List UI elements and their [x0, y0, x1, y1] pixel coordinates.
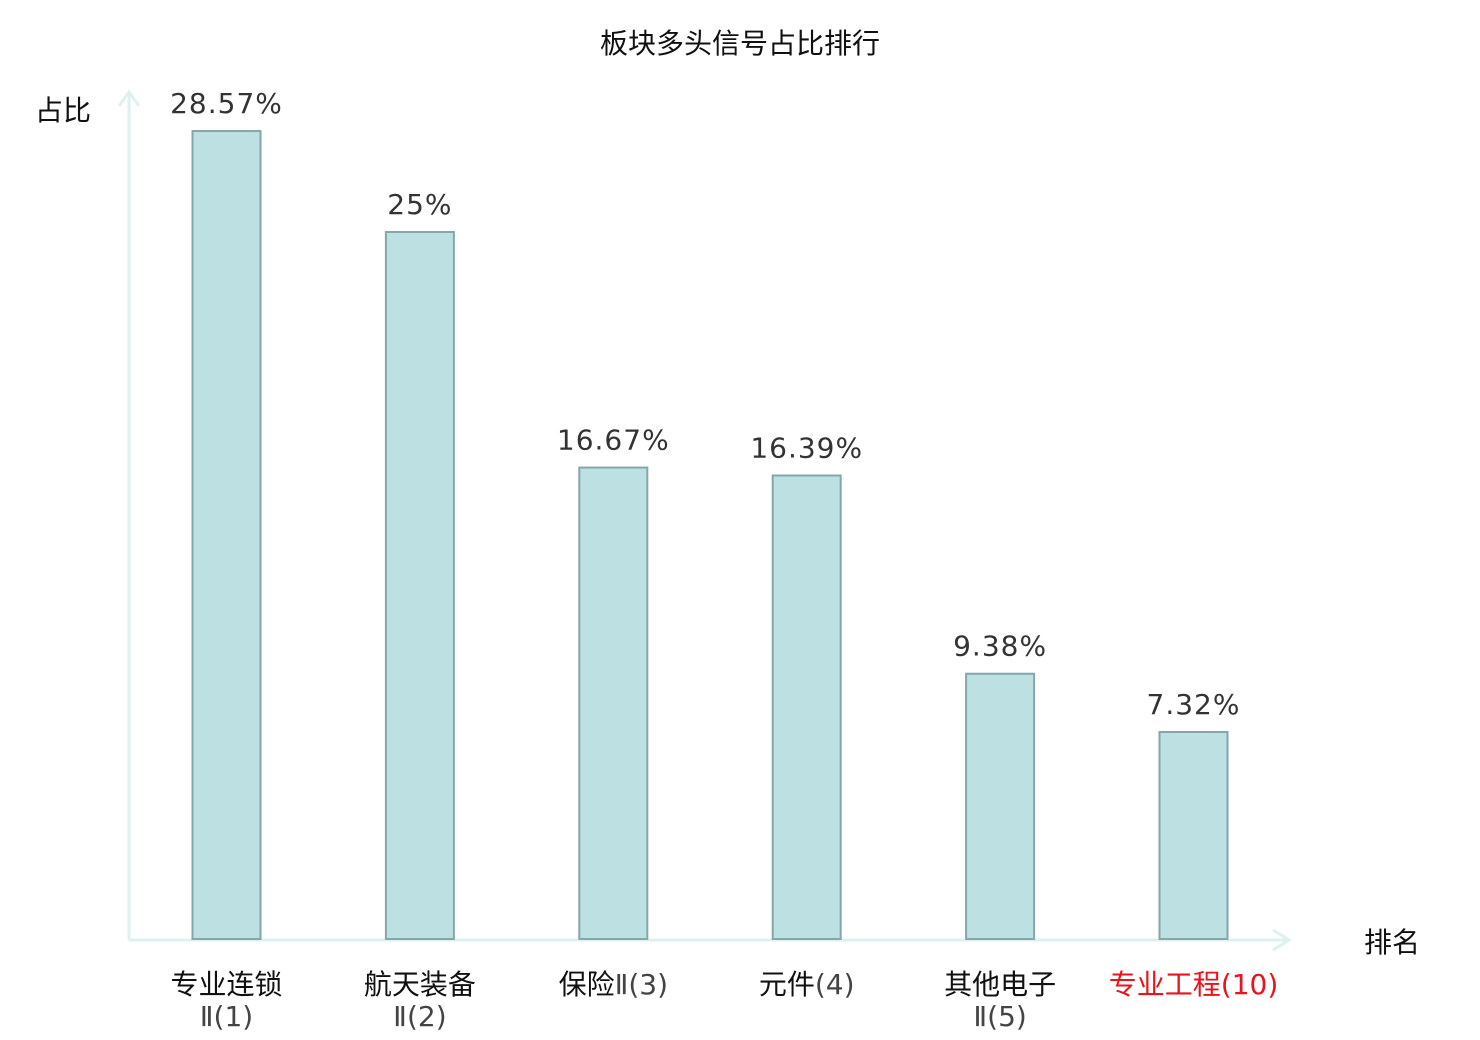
- bar-3: [578, 466, 649, 940]
- category-suffix: Ⅱ(2): [393, 1000, 446, 1033]
- value-label-5: 9.38%: [953, 630, 1047, 663]
- value-label-4: 16.39%: [750, 431, 863, 464]
- y-axis-arrow: [117, 89, 141, 107]
- chart-title: 板块多头信号占比排行: [600, 27, 880, 60]
- category-suffix: (4): [815, 968, 855, 1001]
- bar-1: [191, 130, 262, 940]
- category-name: 专业工程: [1109, 968, 1221, 1001]
- bar-4: [771, 474, 842, 940]
- y-axis-label: 占比: [35, 94, 91, 127]
- bar-5: [965, 672, 1036, 940]
- x-axis-arrow: [1272, 928, 1292, 952]
- bars-layer: [191, 130, 1229, 941]
- category-name: 元件: [759, 968, 815, 1001]
- value-labels-layer: 28.57% 25% 16.67% 16.39% 9.38% 7.32%: [170, 87, 1241, 721]
- category-label-1: 专业连锁 Ⅱ(1): [170, 968, 282, 1033]
- value-label-2: 25%: [387, 188, 452, 221]
- category-labels-layer: 专业连锁 Ⅱ(1)航天装备 Ⅱ(2)保险Ⅱ(3) 元件(4) 其他电子 Ⅱ(5)专业工程(…: [170, 968, 1278, 1033]
- value-label-3: 16.67%: [557, 424, 670, 457]
- category-name: 其他电子: [944, 968, 1056, 1001]
- value-label-6: 7.32%: [1147, 688, 1241, 721]
- x-axis: 排名: [129, 926, 1420, 959]
- x-axis-label: 排名: [1364, 926, 1420, 959]
- bar-6: [1158, 730, 1229, 941]
- category-name: 专业连锁: [170, 968, 282, 1001]
- category-label-3: 保险Ⅱ(3): [559, 968, 668, 1001]
- category-suffix: Ⅱ(1): [200, 1000, 253, 1033]
- category-label-5: 其他电子 Ⅱ(5): [944, 968, 1056, 1033]
- category-name: 保险: [559, 968, 615, 1001]
- category-suffix: Ⅱ(5): [973, 1000, 1026, 1033]
- category-suffix: (10): [1221, 968, 1278, 1001]
- category-suffix: Ⅱ(3): [615, 968, 668, 1001]
- category-label-6: 专业工程(10): [1109, 968, 1279, 1001]
- category-name: 航天装备: [364, 968, 476, 1001]
- value-label-1: 28.57%: [170, 87, 283, 120]
- bar-2: [384, 231, 455, 940]
- category-label-2: 航天装备 Ⅱ(2): [364, 968, 476, 1033]
- category-label-4: 元件(4): [759, 968, 855, 1001]
- y-axis: 占比: [35, 89, 141, 940]
